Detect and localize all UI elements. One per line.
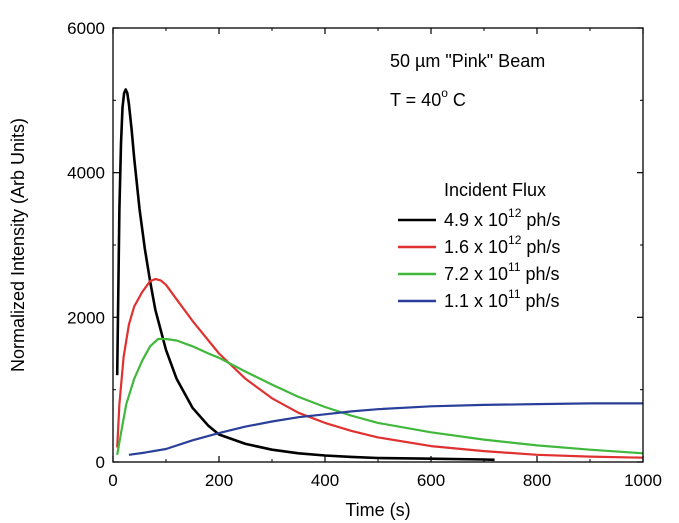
- ticks-layer: 0 200 400 600 800 1000 0 2000 4000 6000: [67, 19, 662, 490]
- x-tick-label: 200: [205, 471, 233, 490]
- y-tick-label: 0: [96, 453, 105, 472]
- legend-label-2: 7.2 x 1011 ph/s: [444, 260, 560, 284]
- legend-title: Incident Flux: [444, 180, 546, 200]
- x-tick-label: 600: [417, 471, 445, 490]
- legend-label-0: 4.9 x 1012 ph/s: [444, 206, 560, 230]
- plot-frame: [112, 27, 644, 463]
- y-tick-label: 4000: [67, 164, 105, 183]
- x-tick-label: 0: [108, 471, 117, 490]
- beam-annotation: 50 µm "Pink" Beam: [390, 51, 545, 71]
- legend: Incident Flux 4.9 x 1012 ph/s 1.6 x 1012 …: [398, 180, 560, 311]
- x-tick-label: 800: [523, 471, 551, 490]
- legend-label-3: 1.1 x 1011 ph/s: [444, 287, 560, 311]
- series-line-3: [128, 402, 643, 456]
- x-tick-label: 400: [311, 471, 339, 490]
- y-tick-label: 6000: [67, 19, 105, 38]
- legend-label-1: 1.6 x 1012 ph/s: [444, 233, 560, 257]
- series-line-0: [115, 88, 495, 462]
- x-axis-label: Time (s): [345, 500, 410, 520]
- y-tick-label: 2000: [67, 308, 105, 327]
- series-line-2: [116, 337, 644, 455]
- series-layer: [115, 88, 644, 462]
- x-tick-label: 1000: [624, 471, 662, 490]
- series-line-1: [116, 277, 644, 459]
- temperature-annotation: T = 40o C: [390, 86, 466, 110]
- y-axis-label: Normalized Intensity (Arb Units): [8, 118, 28, 372]
